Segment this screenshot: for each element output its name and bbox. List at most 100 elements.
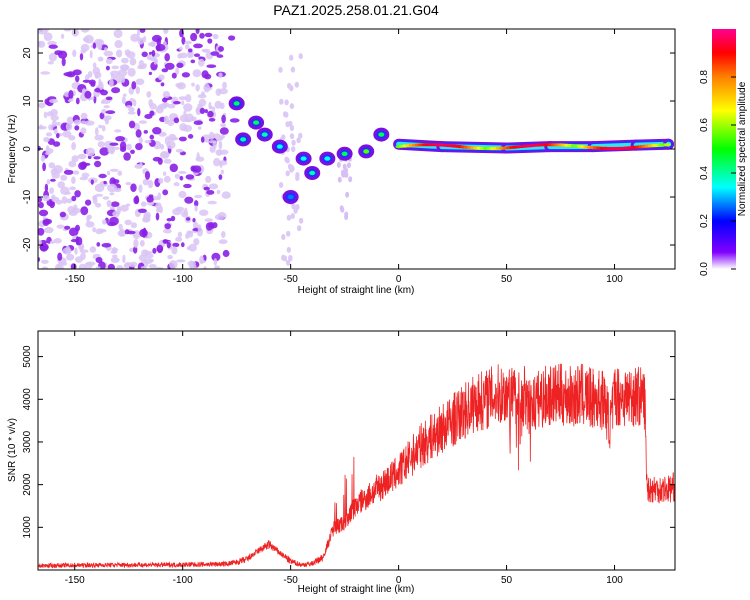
noise-blob xyxy=(175,67,180,75)
noise-blob xyxy=(95,203,102,208)
noise-blob xyxy=(60,186,70,195)
noise-blob xyxy=(179,46,183,51)
noise-blob xyxy=(153,60,158,65)
noise-blob xyxy=(221,231,226,238)
noise-blob xyxy=(119,228,125,237)
noise-blob xyxy=(142,227,147,235)
noise-blob xyxy=(185,94,192,103)
noise-blob xyxy=(138,184,143,193)
noise-blob xyxy=(278,66,283,73)
colorbar-label: Normalized spectral amplitude xyxy=(737,81,748,216)
noise-blob xyxy=(289,164,295,171)
noise-blob xyxy=(291,203,296,210)
x-tick-label: 100 xyxy=(606,575,623,586)
noise-blob xyxy=(138,120,148,124)
noise-blob xyxy=(59,211,67,218)
noise-blob xyxy=(121,57,129,64)
noise-blob xyxy=(289,133,295,140)
noise-blob xyxy=(120,64,129,72)
noise-blob xyxy=(203,186,210,191)
x-tick-label: 0 xyxy=(396,575,402,586)
noise-blob xyxy=(38,227,45,236)
noise-blob xyxy=(164,53,170,62)
noise-blob xyxy=(222,81,227,90)
ridge-blob-core xyxy=(324,156,331,161)
noise-blob xyxy=(122,254,126,264)
noise-blob xyxy=(84,90,92,99)
noise-blob xyxy=(155,202,162,210)
noise-blob xyxy=(199,107,206,114)
noise-blob xyxy=(169,260,178,269)
noise-blob xyxy=(92,66,101,76)
noise-blob xyxy=(181,100,185,106)
noise-blob xyxy=(68,227,79,237)
noise-blob xyxy=(285,170,290,177)
noise-blob xyxy=(204,32,213,38)
noise-blob xyxy=(137,208,147,213)
noise-blob xyxy=(281,234,286,240)
noise-blob xyxy=(103,105,110,109)
noise-blob xyxy=(218,174,223,180)
noise-blob xyxy=(148,264,157,269)
snr-marks xyxy=(38,363,675,569)
noise-blob xyxy=(203,266,207,269)
colorbar-tick-label: 0.4 xyxy=(699,166,710,180)
noise-blob xyxy=(65,245,71,254)
noise-blob xyxy=(199,32,205,39)
noise-blob xyxy=(79,245,84,250)
noise-blob xyxy=(112,179,120,184)
noise-blob xyxy=(148,42,156,47)
noise-blob xyxy=(197,224,202,232)
noise-blob xyxy=(60,174,68,181)
noise-blob xyxy=(85,199,92,206)
noise-blob xyxy=(148,71,152,76)
noise-blob xyxy=(89,50,93,59)
y-tick-label: 3000 xyxy=(22,430,33,453)
noise-blob xyxy=(195,29,200,34)
ridge-blob-core xyxy=(300,156,307,161)
noise-blob xyxy=(178,170,187,174)
noise-blob xyxy=(160,82,165,87)
noise-blob xyxy=(182,124,192,132)
noise-blob xyxy=(38,125,47,130)
noise-blob xyxy=(84,120,95,126)
noise-blob xyxy=(155,208,161,213)
noise-blob xyxy=(194,205,198,212)
noise-blob xyxy=(95,228,104,235)
noise-blob xyxy=(208,106,214,110)
noise-blob xyxy=(218,239,228,245)
noise-blob xyxy=(185,174,195,180)
noise-blob xyxy=(46,132,52,137)
noise-blob xyxy=(158,74,165,81)
noise-blob xyxy=(71,176,76,184)
noise-blob xyxy=(294,81,299,88)
noise-blob xyxy=(130,222,137,229)
noise-blob xyxy=(208,131,215,140)
y-tick-label: -20 xyxy=(22,237,33,252)
noise-blob xyxy=(281,134,286,141)
noise-blob xyxy=(173,101,181,105)
noise-blob xyxy=(137,65,147,70)
noise-blob xyxy=(126,143,132,151)
noise-blob xyxy=(201,48,211,53)
noise-blob xyxy=(101,125,106,132)
noise-blob xyxy=(46,179,51,185)
noise-blob xyxy=(197,126,202,130)
noise-blob xyxy=(155,43,166,52)
noise-blob xyxy=(85,221,95,228)
noise-blob xyxy=(212,222,218,229)
noise-blob xyxy=(115,136,125,142)
noise-blob xyxy=(139,240,145,247)
noise-blob xyxy=(157,157,163,165)
noise-blob xyxy=(47,61,54,65)
noise-blob xyxy=(123,152,131,161)
noise-blob xyxy=(163,29,169,34)
noise-blob xyxy=(190,59,196,64)
noise-blob xyxy=(73,119,81,125)
noise-blob xyxy=(181,242,185,248)
noise-blob xyxy=(55,263,62,269)
ridge-blob-core xyxy=(363,149,370,154)
noise-blob xyxy=(56,132,60,139)
noise-blob xyxy=(295,175,300,181)
noise-blob xyxy=(62,130,72,138)
